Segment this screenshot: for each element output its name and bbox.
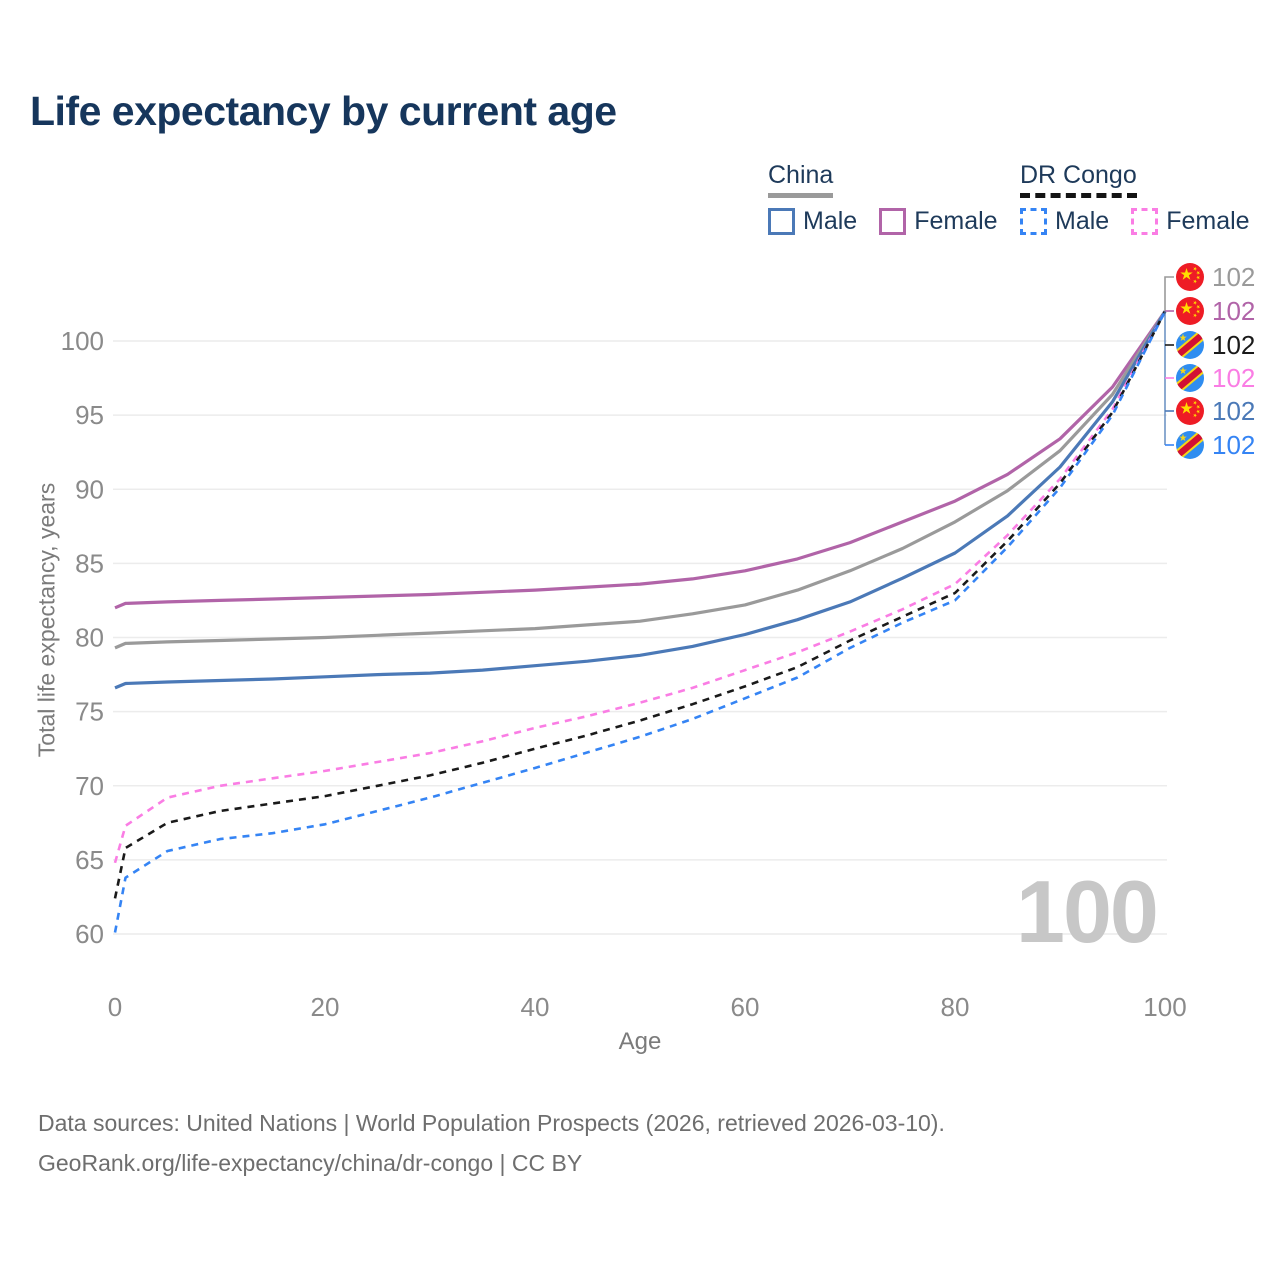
end-label-china-total: 102 xyxy=(1176,260,1255,294)
age-counter-watermark: 100 xyxy=(1016,862,1159,961)
legend-label-china-male: Male xyxy=(803,207,858,235)
svg-text:85: 85 xyxy=(75,548,104,578)
legend-china-title: China xyxy=(768,161,834,198)
y-axis-title: Total life expectancy, years xyxy=(33,482,60,758)
legend-swatch-drcongo-female xyxy=(1131,208,1159,235)
svg-text:80: 80 xyxy=(941,992,970,1022)
svg-text:20: 20 xyxy=(311,992,340,1022)
legend-label-china-female: Female xyxy=(914,207,998,235)
svg-text:95: 95 xyxy=(75,400,104,430)
svg-text:65: 65 xyxy=(75,845,104,875)
svg-text:60: 60 xyxy=(731,992,760,1022)
legend-swatch-china-male xyxy=(768,208,795,235)
legend-drcongo-title: DR Congo xyxy=(1020,161,1137,198)
end-label-drcongo-female: 102 xyxy=(1176,361,1255,395)
svg-text:80: 80 xyxy=(75,623,104,653)
china-flag-icon xyxy=(1176,397,1204,425)
end-value: 102 xyxy=(1212,362,1256,393)
end-label-china-male: 102 xyxy=(1176,394,1255,428)
china-flag-icon xyxy=(1176,297,1204,325)
end-label-china-female: 102 xyxy=(1176,294,1255,328)
legend-china-group: China Male Female xyxy=(768,161,1020,236)
data-sources-line: Data sources: United Nations | World Pop… xyxy=(38,1110,945,1136)
legend-swatch-china-female xyxy=(879,208,907,235)
legend-drcongo-group: DR Congo Male Female xyxy=(1020,161,1272,236)
svg-text:100: 100 xyxy=(1143,992,1186,1022)
end-value: 102 xyxy=(1212,261,1256,292)
attribution-line: GeoRank.org/life-expectancy/china/dr-con… xyxy=(38,1150,583,1176)
svg-text:70: 70 xyxy=(75,771,104,801)
dr-congo-flag-icon xyxy=(1176,364,1204,392)
legend-swatch-drcongo-male xyxy=(1020,208,1047,235)
end-label-drcongo-total: 102 xyxy=(1176,328,1255,362)
end-value: 102 xyxy=(1212,429,1256,460)
end-value: 102 xyxy=(1212,329,1256,360)
legend-label-drcongo-male: Male xyxy=(1055,207,1110,235)
end-value: 102 xyxy=(1212,295,1256,326)
china-flag-icon xyxy=(1176,263,1204,291)
x-axis-title: Age xyxy=(618,1028,662,1055)
svg-text:100: 100 xyxy=(61,326,104,356)
page-title: Life expectancy by current age xyxy=(30,88,617,134)
footer: Data sources: United Nations | World Pop… xyxy=(38,1103,945,1183)
svg-text:0: 0 xyxy=(108,992,122,1022)
svg-text:75: 75 xyxy=(75,697,104,727)
legend-label-drcongo-female: Female xyxy=(1166,207,1250,235)
svg-text:60: 60 xyxy=(75,919,104,949)
svg-text:40: 40 xyxy=(521,992,550,1022)
end-label-drcongo-male: 102 xyxy=(1176,428,1255,462)
dr-congo-flag-icon xyxy=(1176,331,1204,359)
dr-congo-flag-icon xyxy=(1176,431,1204,459)
end-value: 102 xyxy=(1212,395,1256,426)
svg-text:90: 90 xyxy=(75,474,104,504)
